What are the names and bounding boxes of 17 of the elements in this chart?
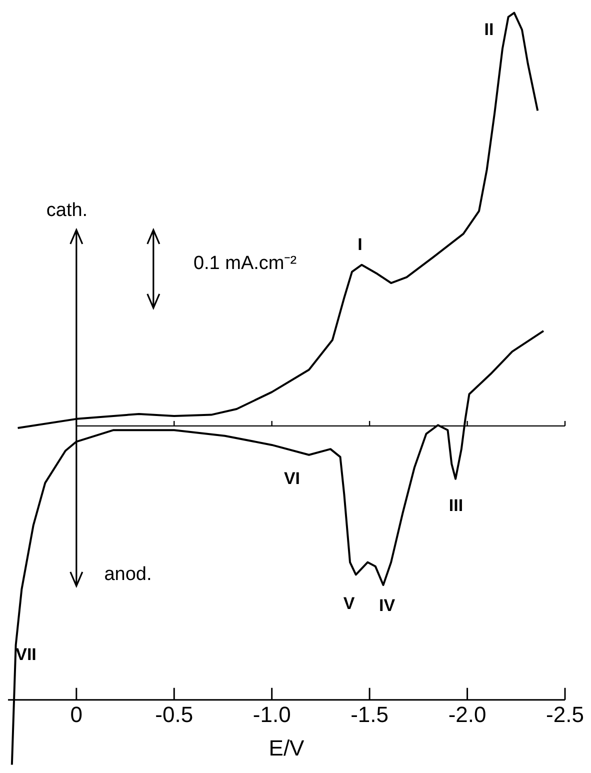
annotation: 0.1 mA.cm⁻² [193,252,297,275]
x-tick-label: 0 [70,702,83,728]
x-tick-label: -2.5 [546,702,584,728]
annotation: I [358,235,362,255]
x-tick-label: -2.0 [448,702,486,728]
annotation: anod. [104,564,152,586]
annotation: VII [16,645,36,665]
x-axis-title: E/V [268,736,305,761]
annotation: V [343,594,355,614]
annotation: VI [284,469,300,489]
x-tick-label: -0.5 [155,702,194,728]
annotation: cath. [46,200,88,222]
annotation: III [448,496,464,516]
x-tick-label: -1.0 [252,702,291,728]
x-tick-label: -1.5 [350,702,389,728]
annotation: II [484,20,494,40]
annotation: IV [378,596,396,616]
